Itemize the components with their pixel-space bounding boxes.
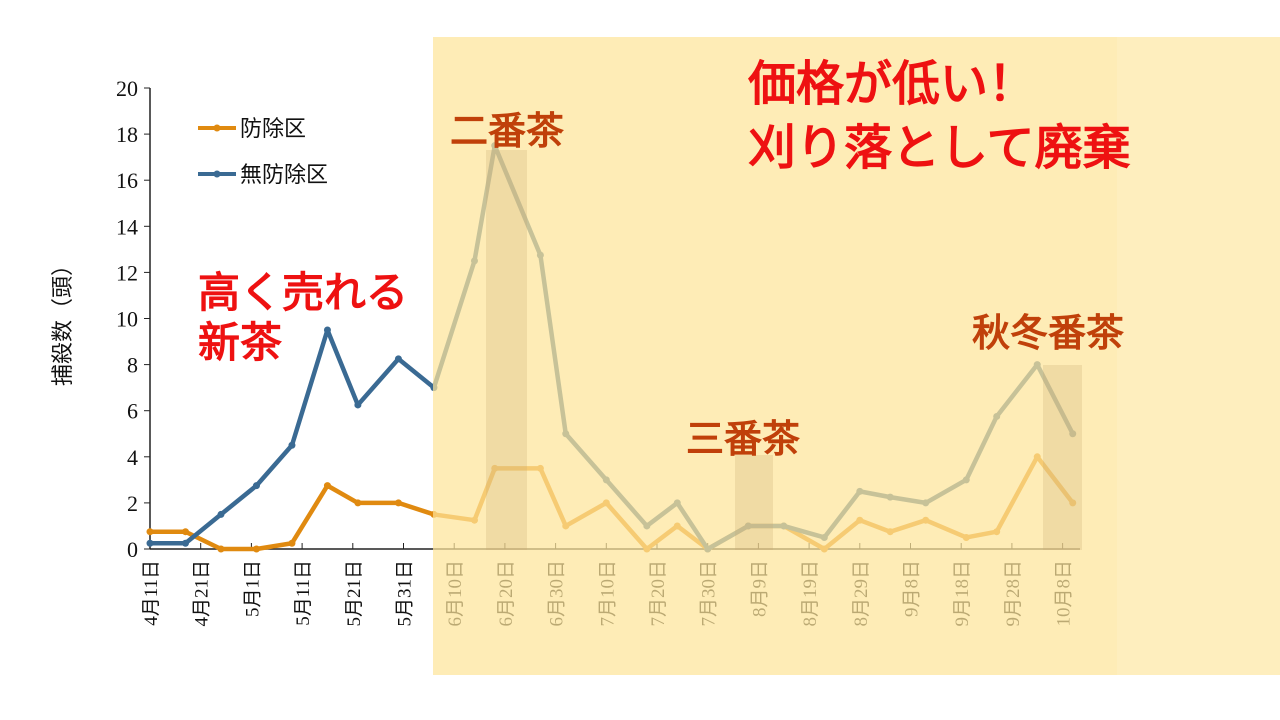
x-tick-label: 5月11日 <box>293 560 314 626</box>
data-point <box>394 355 402 363</box>
highlight-fade <box>1117 37 1280 675</box>
y-tick-label: 16 <box>116 168 138 193</box>
harvest-band <box>735 455 773 550</box>
y-tick-label: 8 <box>127 353 138 378</box>
annotation-nibancha: 二番茶 <box>450 109 565 153</box>
annotation-shutoubancha: 秋冬番茶 <box>972 311 1125 355</box>
y-tick-label: 6 <box>127 399 138 424</box>
annotation-shinsha: 高く売れる 新茶 <box>198 268 408 368</box>
annotation-shinsha-line2: 新茶 <box>198 318 283 367</box>
annotation-sanbancha: 三番茶 <box>686 417 801 461</box>
y-tick-label: 12 <box>116 260 138 285</box>
data-point <box>146 539 154 547</box>
highlight-region <box>433 37 1280 675</box>
y-tick-label: 20 <box>116 76 138 101</box>
y-tick-label: 4 <box>127 445 138 470</box>
annotation-low-price-line2: 刈り落として廃棄 <box>748 120 1131 176</box>
data-point <box>146 528 154 536</box>
data-point <box>181 539 189 547</box>
x-tick-label: 5月21日 <box>344 560 365 627</box>
harvest-band <box>1043 365 1082 550</box>
x-tick-label: 5月1日 <box>242 560 263 617</box>
data-point <box>288 539 296 547</box>
y-tick-label: 18 <box>116 122 138 147</box>
annotation-low-price-line1: 価格が低い！ <box>748 56 1037 112</box>
harvest-band <box>486 150 527 550</box>
annotation-low-price: 価格が低い！ 刈り落として廃棄 <box>748 52 1131 180</box>
data-point <box>288 441 296 449</box>
data-point <box>394 499 402 507</box>
x-tick-label: 5月31日 <box>395 560 416 627</box>
data-point <box>354 499 362 507</box>
y-tick-label: 14 <box>116 214 138 239</box>
x-tick-label: 4月11日 <box>141 560 162 626</box>
y-tick-label: 10 <box>116 307 138 332</box>
data-point <box>217 545 225 553</box>
y-axis-label: 捕殺数（頭） <box>51 254 76 386</box>
annotation-shinsha-line1: 高く売れる <box>198 268 409 317</box>
legend-marker <box>213 124 221 132</box>
data-point <box>323 326 331 334</box>
data-point <box>217 510 225 518</box>
y-tick-label: 0 <box>127 537 138 562</box>
x-tick-label: 4月21日 <box>192 560 213 627</box>
legend-label: 無防除区 <box>240 163 328 188</box>
legend-marker <box>213 170 221 178</box>
legend-label: 防除区 <box>240 117 306 142</box>
data-point <box>323 482 331 490</box>
data-point <box>354 401 362 409</box>
data-point <box>252 545 260 553</box>
data-point <box>252 482 260 490</box>
data-point <box>181 528 189 536</box>
y-tick-label: 2 <box>127 491 138 516</box>
